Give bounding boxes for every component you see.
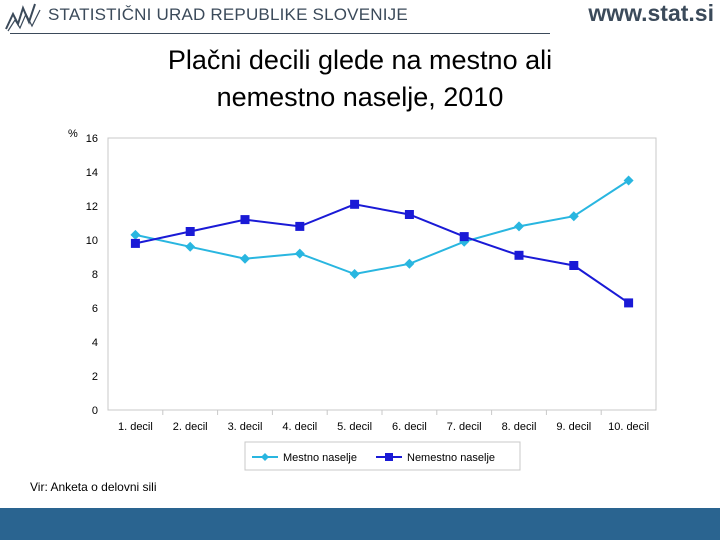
- y-tick-label: 4: [92, 337, 98, 349]
- surs-logo-icon: [5, 3, 41, 32]
- data-point-mestno: [294, 248, 305, 259]
- data-point-mestno: [240, 253, 250, 264]
- y-tick-label: 14: [86, 167, 98, 179]
- data-point-mestno: [130, 229, 141, 240]
- legend-label: Nemestno naselje: [407, 452, 495, 464]
- data-point-nemestno: [459, 232, 469, 242]
- slide-title: Plačni decili glede na mestno ali nemest…: [60, 42, 660, 116]
- data-point-nemestno: [569, 261, 579, 270]
- y-axis-unit: %: [68, 128, 78, 140]
- x-tick-label: 7. decil: [447, 421, 482, 433]
- y-tick-label: 10: [86, 235, 98, 247]
- title-line-1: Plačni decili glede na mestno ali: [167, 45, 553, 75]
- data-point-nemestno: [624, 298, 634, 308]
- x-tick-label: 1. decil: [118, 421, 153, 433]
- legend-marker-mestno: [261, 453, 269, 461]
- data-point-mestno: [514, 221, 524, 232]
- x-tick-label: 3. decil: [228, 421, 263, 433]
- data-point-nemestno: [404, 210, 414, 219]
- y-tick-label: 16: [86, 133, 98, 145]
- data-point-nemestno: [130, 238, 140, 248]
- data-point-nemestno: [185, 227, 195, 236]
- series-line-nemestno: [135, 203, 630, 304]
- x-tick-label: 10. decil: [608, 421, 649, 433]
- y-tick-label: 2: [92, 371, 98, 383]
- data-point-nemestno: [514, 250, 524, 260]
- y-tick-label: 6: [92, 303, 98, 315]
- legend: Mestno naselje Nemestno naselje: [244, 441, 521, 471]
- y-tick-label: 8: [92, 269, 98, 281]
- data-point-mestno: [349, 269, 360, 279]
- y-axis-ticks: 0 2 4 6 8 10 12 14 16: [86, 133, 98, 417]
- data-point-nemestno: [350, 199, 360, 209]
- line-chart: 0 2 4 6 8 10 12 14 16 1. decil 2. decil 3. decil 4.…: [68, 128, 657, 471]
- data-point-mestno: [623, 175, 634, 186]
- data-point-mestno: [404, 258, 415, 269]
- x-tick-label: 2. decil: [173, 421, 208, 433]
- x-tick-label: 5. decil: [337, 421, 372, 433]
- website-url[interactable]: www.stat.si: [588, 0, 714, 26]
- header-divider: [10, 33, 550, 34]
- data-point-mestno: [185, 241, 196, 252]
- plot-area: [107, 137, 657, 411]
- legend-label: Mestno naselje: [283, 452, 357, 464]
- data-point-nemestno: [295, 221, 305, 231]
- x-axis-ticks: 1. decil 2. decil 3. decil 4. decil 5. decil…: [118, 410, 649, 433]
- x-tick-label: 8. decil: [502, 421, 537, 433]
- header: STATISTIČNI URAD REPUBLIKE SLOVENIJE www…: [0, 0, 720, 36]
- title-line-2: nemestno naselje, 2010: [216, 82, 504, 112]
- legend-marker-nemestno: [385, 453, 393, 461]
- series-line-mestno: [135, 179, 630, 276]
- x-tick-label: 6. decil: [392, 421, 427, 433]
- x-tick-label: 4. decil: [282, 421, 317, 433]
- y-tick-label: 0: [92, 405, 98, 417]
- organization-name: STATISTIČNI URAD REPUBLIKE SLOVENIJE: [48, 5, 408, 24]
- series-layer: [130, 175, 634, 308]
- footer-bar: [0, 508, 720, 540]
- y-tick-label: 12: [86, 201, 98, 213]
- source-note: Vir: Anketa o delovni sili: [30, 480, 157, 494]
- data-point-nemestno: [240, 215, 250, 225]
- x-tick-label: 9. decil: [556, 421, 591, 433]
- data-point-mestno: [568, 211, 579, 222]
